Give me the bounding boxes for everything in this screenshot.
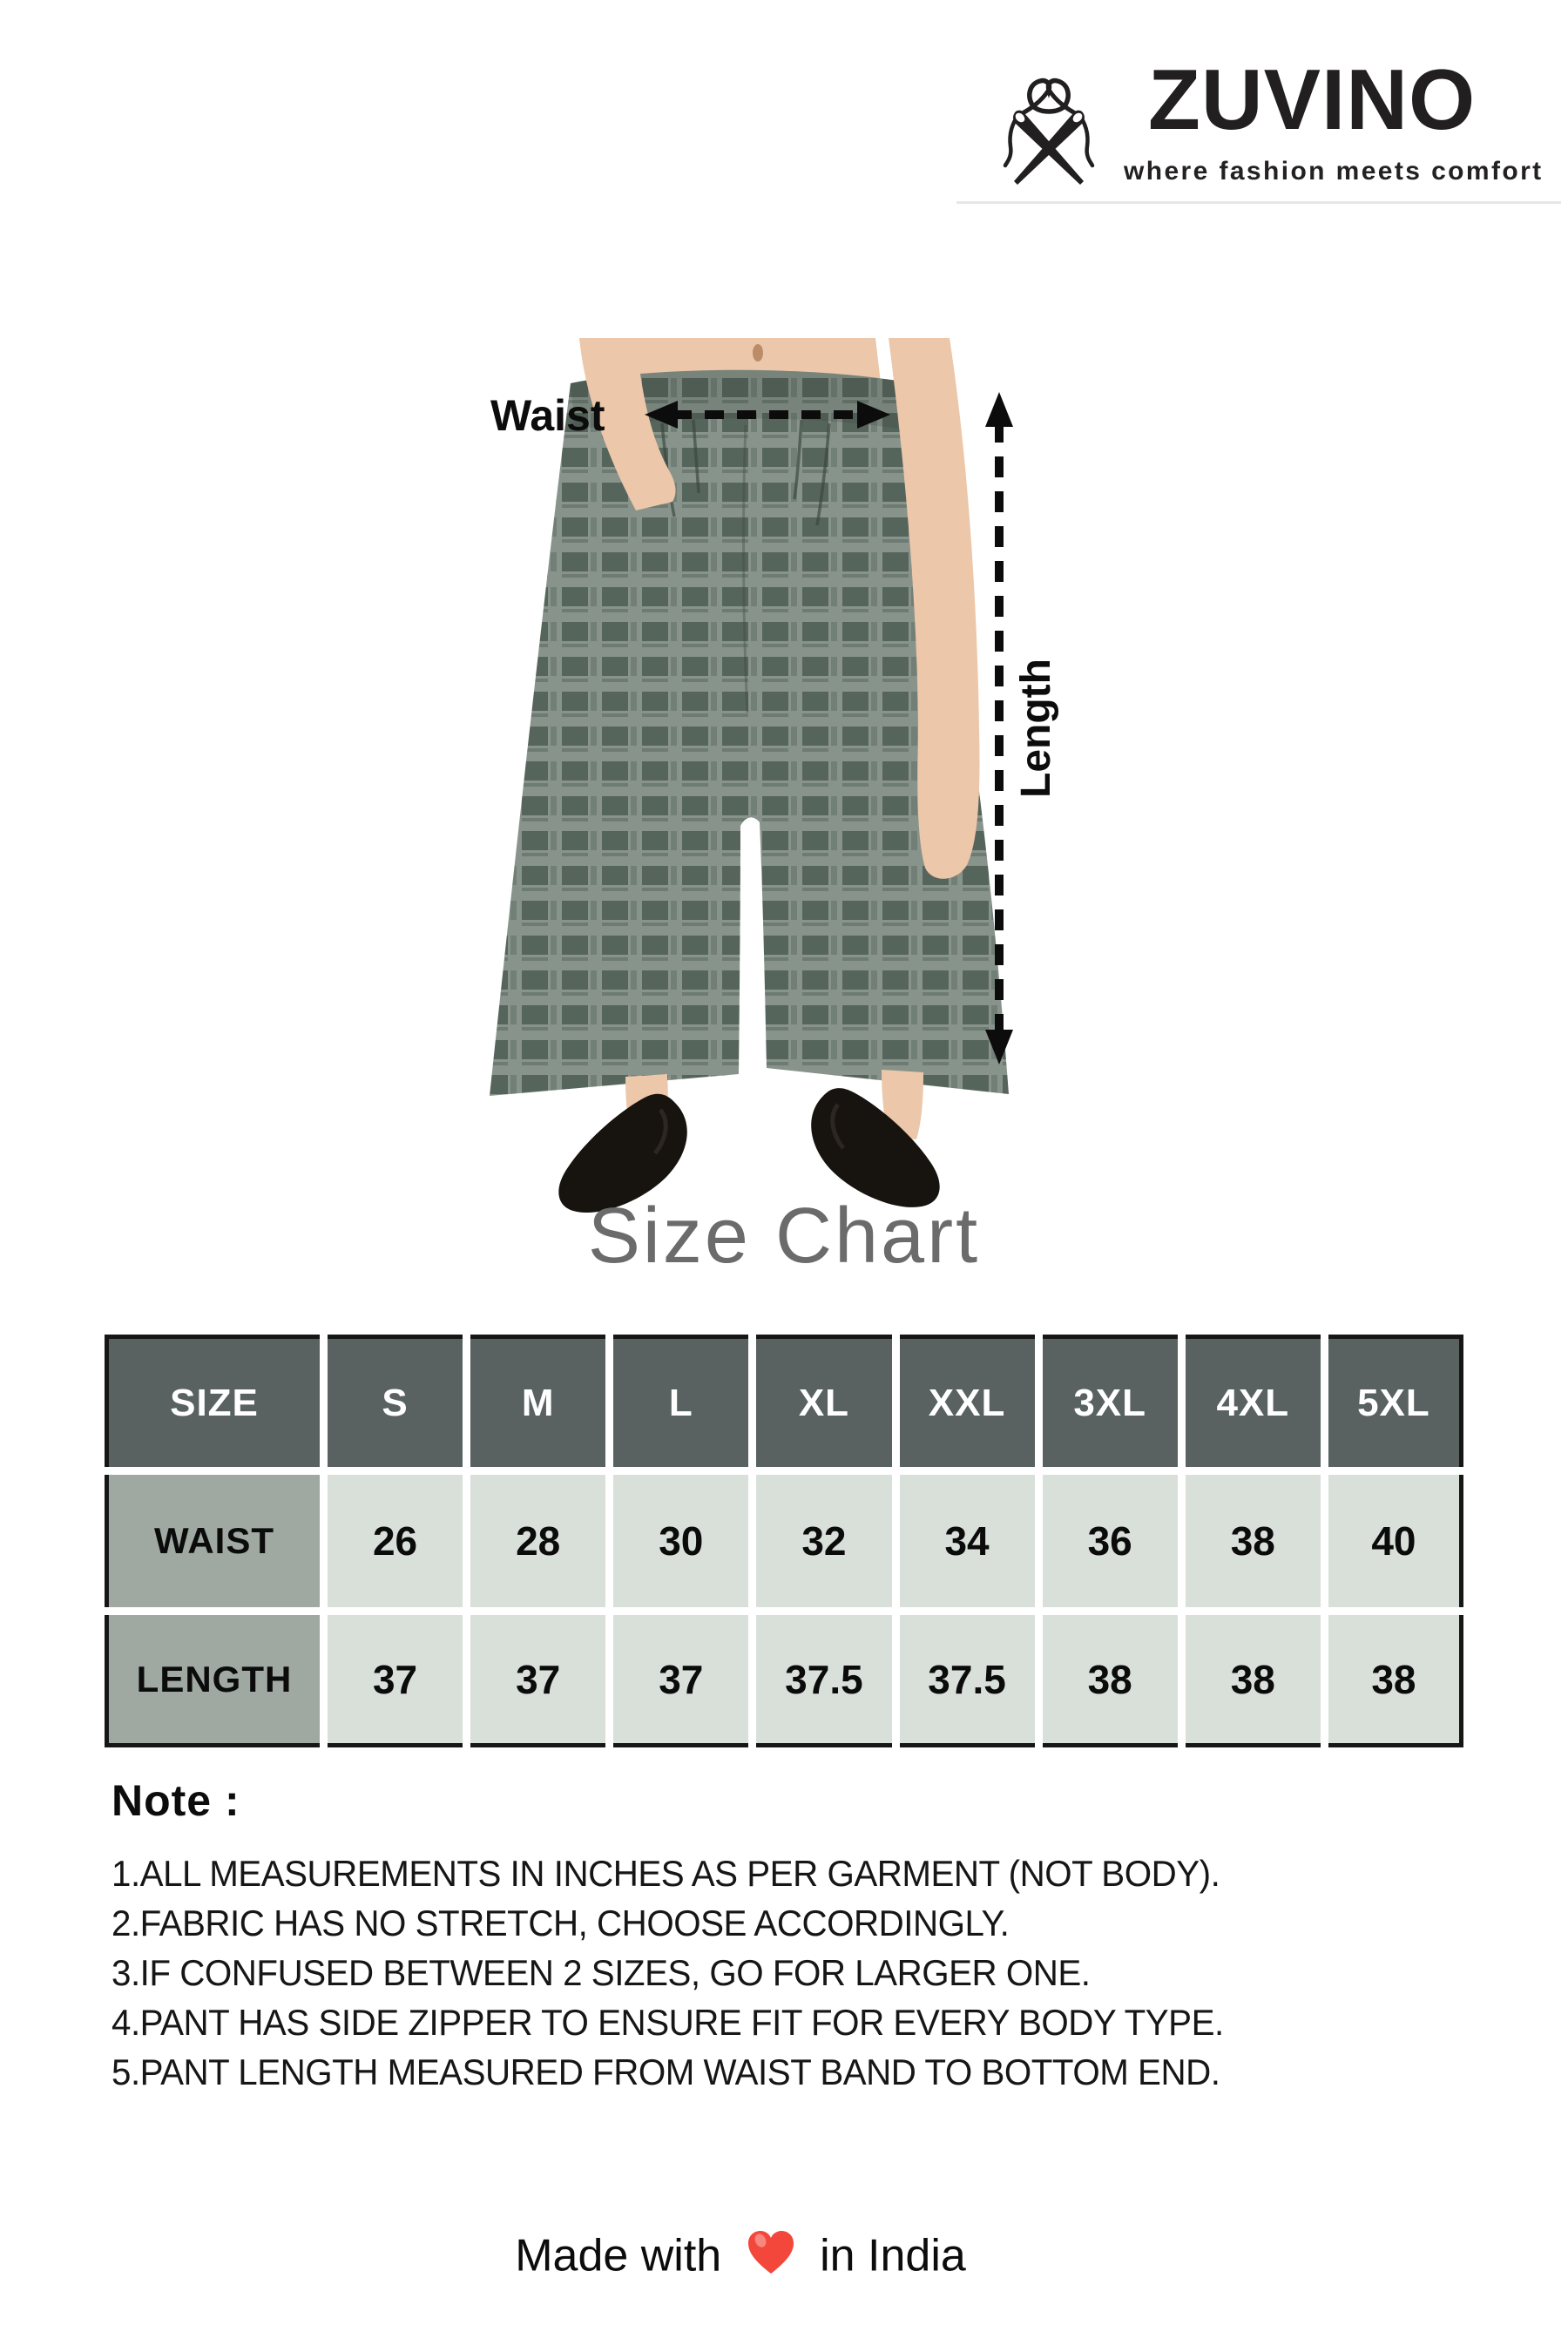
length-value: 37.5 xyxy=(756,1615,892,1747)
made-with-text: Made with xyxy=(515,2230,722,2281)
length-value: 37.5 xyxy=(899,1615,1035,1747)
length-arrow xyxy=(985,392,1013,1064)
waist-arrow xyxy=(645,401,890,429)
length-value: 37 xyxy=(328,1615,463,1747)
note-item: 1.ALL MEASUREMENTS IN INCHES AS PER GARM… xyxy=(112,1853,1220,1894)
waist-value: 30 xyxy=(613,1475,749,1607)
note-item: 3.IF CONFUSED BETWEEN 2 SIZES, GO FOR LA… xyxy=(112,1952,1091,1993)
table-header-5xl: 5XL xyxy=(1328,1335,1463,1467)
table-header-xl: XL xyxy=(756,1335,892,1467)
size-table: SIZE S M L XL XXL 3XL 4XL 5XL WAIST 26 2… xyxy=(105,1335,1463,1747)
table-header-size: SIZE xyxy=(105,1335,320,1467)
length-value: 38 xyxy=(1328,1615,1463,1747)
waist-value: 36 xyxy=(1042,1475,1178,1607)
note-item: 5.PANT LENGTH MEASURED FROM WAIST BAND T… xyxy=(112,2051,1220,2092)
made-in-india: Made with in India xyxy=(0,2227,1481,2281)
table-header-l: L xyxy=(613,1335,749,1467)
table-header-3xl: 3XL xyxy=(1042,1335,1178,1467)
table-header-s: S xyxy=(328,1335,463,1467)
needles-heart-icon xyxy=(1003,78,1095,185)
table-header-m: M xyxy=(470,1335,606,1467)
model-photo xyxy=(479,338,1019,1235)
brand-name: ZUVINO xyxy=(1148,51,1477,147)
note-section: Note : 1.ALL MEASUREMENTS IN INCHES AS P… xyxy=(112,1775,1470,2097)
model-illustration xyxy=(490,338,1009,1213)
length-value: 38 xyxy=(1042,1615,1178,1747)
waist-value: 38 xyxy=(1185,1475,1321,1607)
waist-value: 28 xyxy=(470,1475,606,1607)
table-header-xxl: XXL xyxy=(899,1335,1035,1467)
length-value: 37 xyxy=(613,1615,749,1747)
waist-value: 32 xyxy=(756,1475,892,1607)
size-chart-title: Size Chart xyxy=(587,1193,981,1280)
row-label-length: LENGTH xyxy=(105,1615,320,1747)
note-item: 2.FABRIC HAS NO STRETCH, CHOOSE ACCORDIN… xyxy=(112,1903,1010,1943)
waist-value: 40 xyxy=(1328,1475,1463,1607)
brand-tagline: where fashion meets comfort xyxy=(1124,157,1544,186)
waist-value: 34 xyxy=(899,1475,1035,1607)
row-label-waist: WAIST xyxy=(105,1475,320,1607)
in-india-text: in India xyxy=(820,2230,966,2281)
heart-icon xyxy=(747,2231,794,2274)
note-heading: Note : xyxy=(112,1776,240,1825)
waist-value: 26 xyxy=(328,1475,463,1607)
length-value: 37 xyxy=(470,1615,606,1747)
length-label: Length xyxy=(1013,659,1059,798)
note-item: 4.PANT HAS SIDE ZIPPER TO ENSURE FIT FOR… xyxy=(112,2002,1224,2043)
waist-label: Waist xyxy=(490,391,605,440)
table-header-4xl: 4XL xyxy=(1185,1335,1321,1467)
length-value: 38 xyxy=(1185,1615,1321,1747)
brand-divider xyxy=(956,201,1561,204)
